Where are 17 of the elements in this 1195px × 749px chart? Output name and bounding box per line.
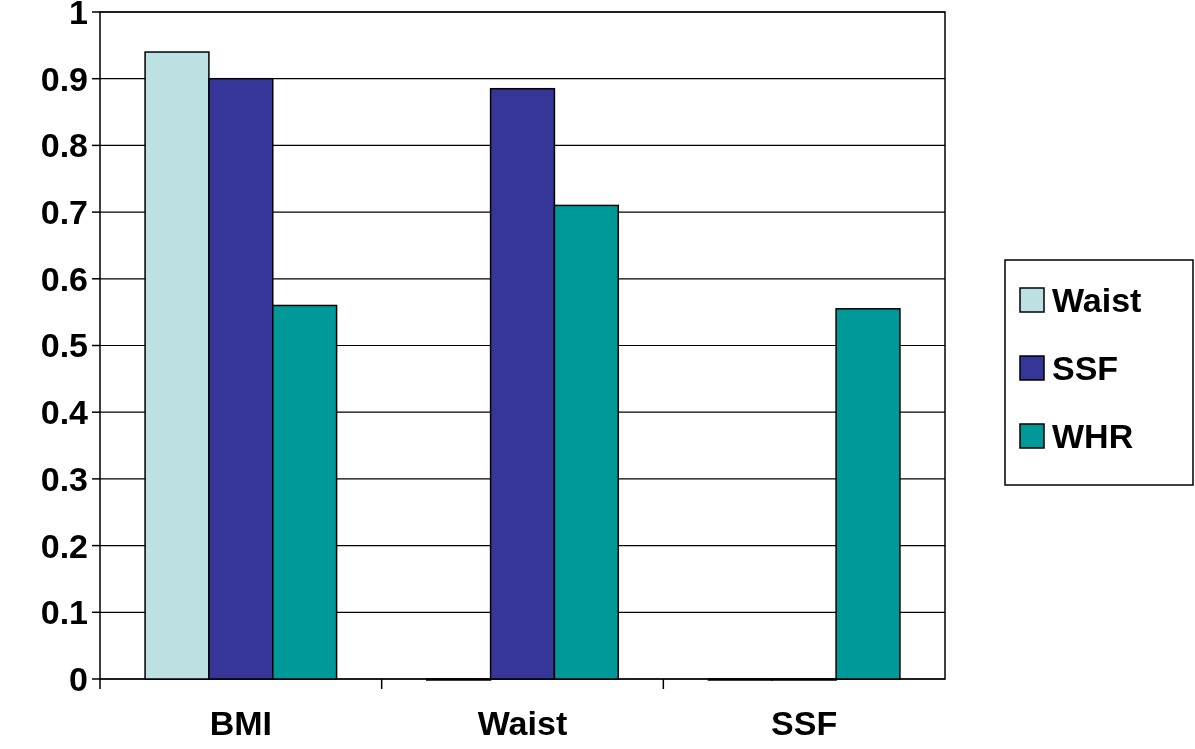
y-tick-label: 0.2 bbox=[40, 526, 88, 565]
x-tick-label: BMI bbox=[209, 704, 272, 742]
y-tick-label: 0.4 bbox=[40, 393, 89, 432]
y-tick-label: 1 bbox=[69, 0, 88, 31]
y-tick-label: 0.5 bbox=[40, 326, 88, 365]
legend-label: SSF bbox=[1052, 348, 1119, 387]
y-tick-label: 0.3 bbox=[40, 459, 88, 498]
y-tick-label: 0.6 bbox=[40, 259, 88, 298]
y-tick-label: 0.8 bbox=[40, 126, 88, 165]
y-tick-label: 0 bbox=[69, 659, 88, 698]
x-tick-label: SSF bbox=[771, 704, 838, 742]
y-tick-label: 0.1 bbox=[40, 593, 88, 632]
x-tick-label: Waist bbox=[477, 704, 568, 742]
y-tick-label: 0.9 bbox=[40, 59, 88, 98]
legend-label: Waist bbox=[1052, 280, 1142, 319]
legend-label: WHR bbox=[1052, 416, 1134, 455]
y-tick-label: 0.7 bbox=[40, 193, 88, 231]
